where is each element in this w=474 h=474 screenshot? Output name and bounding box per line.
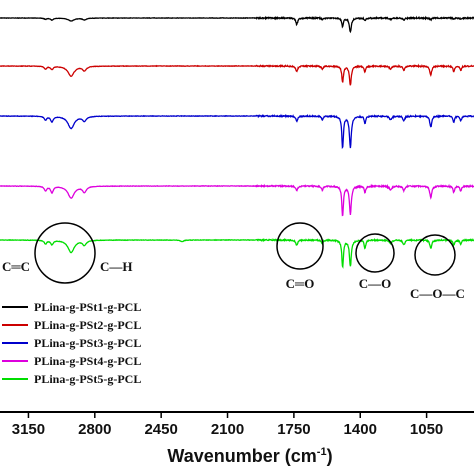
spectrum-line-1 xyxy=(0,15,474,34)
x-tick-label-6: 1400 xyxy=(344,421,377,438)
legend: PLina-g-PSt1-g-PCL PLina-g-PSt2-g-PCL PLin… xyxy=(2,300,141,386)
spectrum-line-5 xyxy=(0,237,474,269)
annotation-label-1: C═C xyxy=(2,259,30,274)
annotation-circle-4 xyxy=(414,234,456,276)
legend-label-3: PLina-g-PSt3-g-PCL xyxy=(34,336,141,350)
legend-label-4: PLina-g-PSt4-g-PCL xyxy=(34,354,141,368)
x-tick-label-5: 1750 xyxy=(277,421,310,438)
annotation-circle-1 xyxy=(34,222,96,284)
x-tick-label-3: 2450 xyxy=(144,421,177,438)
annotation-label-3: C═O xyxy=(286,276,315,291)
x-tick-label-4: 2100 xyxy=(211,421,244,438)
spectrum-line-2 xyxy=(0,63,474,86)
x-tick-label-1: 3150 xyxy=(12,421,45,438)
spectrum-line-4 xyxy=(0,183,474,217)
spectra-group xyxy=(0,15,474,269)
annotations-group: C═C C—H C═O C—O C—O—C xyxy=(2,222,465,301)
annotation-circle-3 xyxy=(355,233,395,273)
x-axis-ticks: 3150 2800 2450 2100 1750 1400 1050 xyxy=(12,412,443,438)
legend-label-2: PLina-g-PSt2-g-PCL xyxy=(34,318,141,332)
x-tick-label-2: 2800 xyxy=(78,421,111,438)
annotation-label-5: C—O—C xyxy=(410,286,465,301)
spectrum-line-3 xyxy=(0,113,474,150)
annotation-label-4: C—O xyxy=(359,276,392,291)
x-tick-label-7: 1050 xyxy=(410,421,443,438)
annotation-label-2: C—H xyxy=(100,259,133,274)
legend-label-1: PLina-g-PSt1-g-PCL xyxy=(34,300,141,314)
annotation-circle-2 xyxy=(276,222,324,270)
x-axis-title: Wavenumber (cm-1) xyxy=(167,446,332,466)
legend-label-5: PLina-g-PSt5-g-PCL xyxy=(34,372,141,386)
